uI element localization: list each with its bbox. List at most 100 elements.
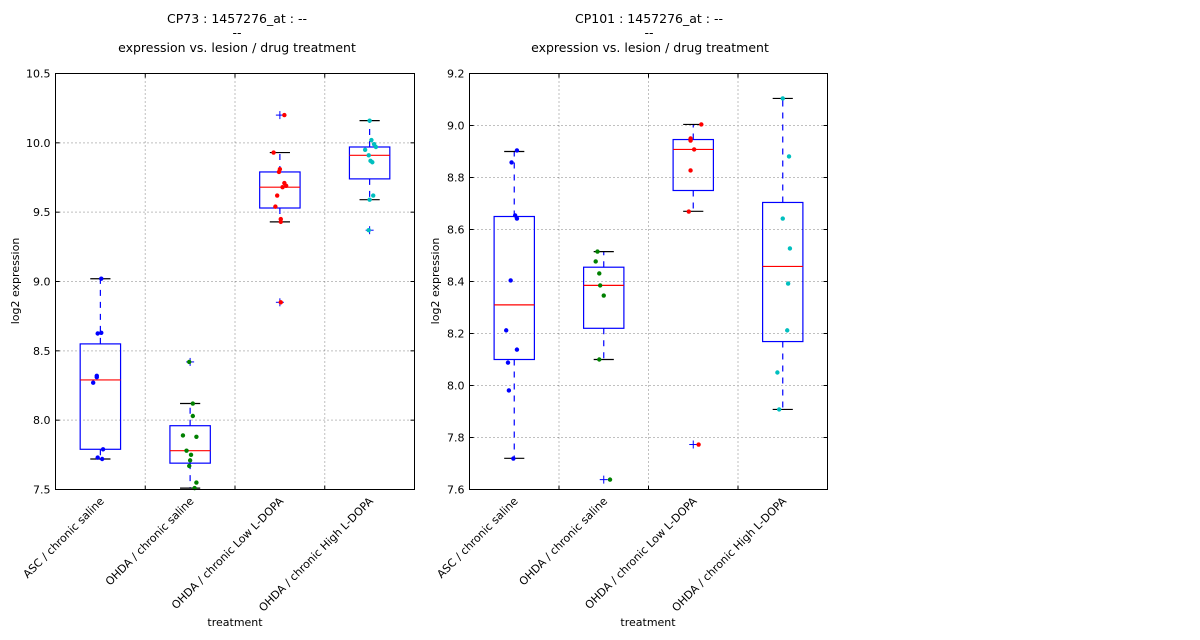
- data-point: [274, 193, 280, 198]
- data-point: [506, 388, 512, 393]
- data-point: [194, 480, 199, 485]
- data-point: [194, 434, 199, 440]
- y-axis-label: log2 expression: [429, 238, 442, 325]
- data-point: [597, 271, 602, 276]
- data-point: [369, 137, 374, 143]
- data-point: [190, 413, 196, 419]
- data-point: [775, 370, 780, 375]
- data-point: [99, 276, 104, 281]
- data-point: [95, 455, 100, 460]
- y-axis-label: log2 expression: [9, 238, 22, 325]
- data-point: [273, 204, 278, 209]
- chart-title-line-1: CP101 : 1457276_at : --: [575, 11, 723, 26]
- data-point: [371, 193, 376, 198]
- y-tick-label: 8.2: [447, 328, 465, 341]
- box-iqr: [493, 215, 535, 361]
- data-point: [373, 144, 379, 150]
- data-point: [597, 283, 603, 288]
- data-point: [367, 197, 372, 202]
- data-point: [187, 463, 192, 469]
- y-tick-label: 7.8: [447, 432, 465, 445]
- data-point: [366, 227, 371, 233]
- chart-title-line-2: --: [232, 25, 241, 40]
- box-iqr: [583, 266, 625, 329]
- data-point: [597, 357, 602, 362]
- chart-title-line-2: --: [644, 25, 653, 40]
- data-point: [688, 168, 693, 173]
- data-point: [688, 138, 693, 143]
- box-iqr: [79, 343, 122, 450]
- y-tick-label: 7.6: [447, 484, 465, 497]
- x-axis-label: treatment: [620, 616, 676, 629]
- y-tick-label: 9.0: [33, 276, 51, 289]
- x-tick-label: ASC / chronic saline: [434, 495, 520, 581]
- data-point: [90, 380, 96, 385]
- x-tick-label: OHDA / chronic saline: [103, 495, 197, 589]
- plot-frame: [55, 73, 415, 490]
- data-point: [691, 147, 697, 152]
- data-point: [95, 331, 100, 336]
- data-point: [184, 448, 189, 453]
- data-point: [514, 148, 520, 153]
- y-tick-label: 10.5: [26, 68, 51, 81]
- y-tick-label: 9.5: [33, 206, 51, 219]
- box-iqr: [169, 425, 211, 464]
- x-tick-label: OHDA / chronic saline: [517, 495, 611, 589]
- x-tick-label: ASC / chronic saline: [21, 495, 107, 581]
- y-tick-label: 7.5: [33, 484, 51, 497]
- box-iqr: [348, 146, 391, 180]
- data-point: [370, 160, 375, 165]
- data-point: [99, 456, 105, 462]
- y-tick-label: 9.2: [447, 68, 465, 81]
- y-tick-label: 8.8: [447, 172, 465, 185]
- y-tick-label: 9.0: [447, 120, 465, 133]
- data-point: [276, 169, 282, 175]
- data-point: [780, 216, 785, 221]
- data-point: [283, 183, 289, 189]
- data-point: [686, 209, 691, 214]
- data-point: [508, 278, 513, 283]
- y-tick-label: 8.0: [447, 380, 465, 393]
- x-axis-label: treatment: [207, 616, 263, 629]
- data-point: [607, 477, 613, 482]
- data-point: [187, 458, 193, 463]
- data-point: [514, 216, 520, 221]
- y-tick-label: 8.5: [33, 345, 51, 358]
- data-point: [787, 246, 793, 251]
- data-point: [190, 401, 196, 406]
- data-point: [94, 374, 99, 380]
- box-iqr: [672, 138, 714, 192]
- data-point: [503, 328, 509, 333]
- box-iqr: [259, 171, 301, 209]
- data-point: [280, 185, 285, 190]
- data-point: [786, 154, 792, 159]
- data-point: [780, 96, 785, 101]
- chart-title-line-3: expression vs. lesion / drug treatment: [118, 40, 356, 55]
- data-point: [367, 118, 372, 123]
- y-tick-label: 8.6: [447, 224, 465, 237]
- chart-title-line-1: CP73 : 1457276_at : --: [167, 11, 307, 26]
- data-point: [278, 300, 283, 305]
- data-point: [776, 407, 782, 412]
- data-point: [187, 359, 192, 365]
- data-point: [282, 112, 287, 118]
- box-iqr: [762, 201, 804, 343]
- data-point: [511, 456, 516, 461]
- data-point: [514, 347, 520, 352]
- data-point: [362, 147, 368, 152]
- chart-title-line-3: expression vs. lesion / drug treatment: [531, 40, 769, 55]
- data-point: [188, 452, 194, 458]
- data-point: [699, 122, 704, 127]
- data-point: [505, 360, 511, 365]
- data-point: [593, 259, 598, 264]
- data-point: [601, 293, 606, 298]
- data-point: [509, 160, 514, 165]
- data-point: [271, 150, 276, 155]
- data-point: [99, 330, 104, 336]
- chart-cp101: CP101 : 1457276_at : -- -- expression vs…: [429, 11, 828, 629]
- data-point: [180, 433, 186, 438]
- plot-frame: [469, 73, 828, 490]
- y-tick-label: 10.0: [26, 137, 51, 150]
- data-point: [785, 328, 790, 333]
